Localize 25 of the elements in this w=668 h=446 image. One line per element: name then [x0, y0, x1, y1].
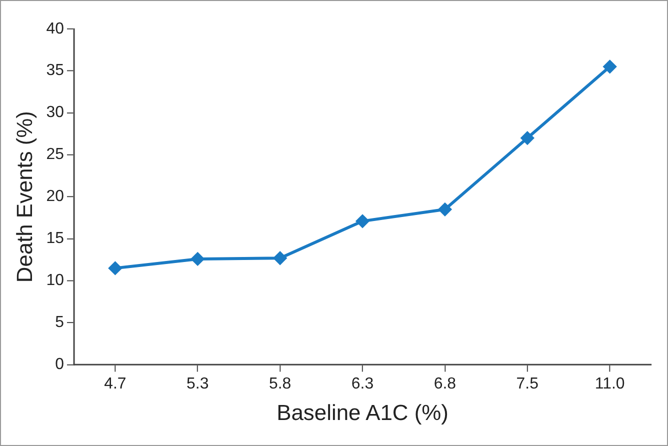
point — [356, 214, 369, 228]
y-tick-label: 35 — [46, 62, 64, 80]
point — [438, 202, 452, 216]
x-tick-label: 6.3 — [351, 376, 374, 393]
x-tick-label: 6.8 — [434, 376, 456, 393]
x-tick-label: 7.5 — [516, 376, 539, 393]
y-tick-label: 0 — [55, 356, 64, 374]
y-tick-label: 30 — [46, 104, 64, 122]
point — [108, 262, 122, 275]
x-tick-label: 5.3 — [186, 376, 209, 393]
y-tick-label: 5 — [55, 314, 64, 332]
point — [191, 252, 204, 266]
x-tick-label: 4.7 — [104, 376, 126, 393]
y-tick-label: 20 — [46, 188, 64, 206]
y-tick-label: 15 — [46, 230, 64, 248]
y-tick-label: 25 — [46, 146, 64, 164]
point — [274, 252, 287, 265]
x-tick-label: 5.8 — [268, 376, 292, 393]
point — [603, 60, 616, 74]
x-tick-label: 11.0 — [594, 376, 625, 393]
point — [520, 132, 534, 145]
y-tick-label: 40 — [46, 20, 64, 38]
y-axis-title: Death Events (%) — [12, 111, 38, 283]
y-tick-label: 10 — [46, 272, 64, 290]
x-axis-title: Baseline A1C (%) — [276, 400, 448, 425]
